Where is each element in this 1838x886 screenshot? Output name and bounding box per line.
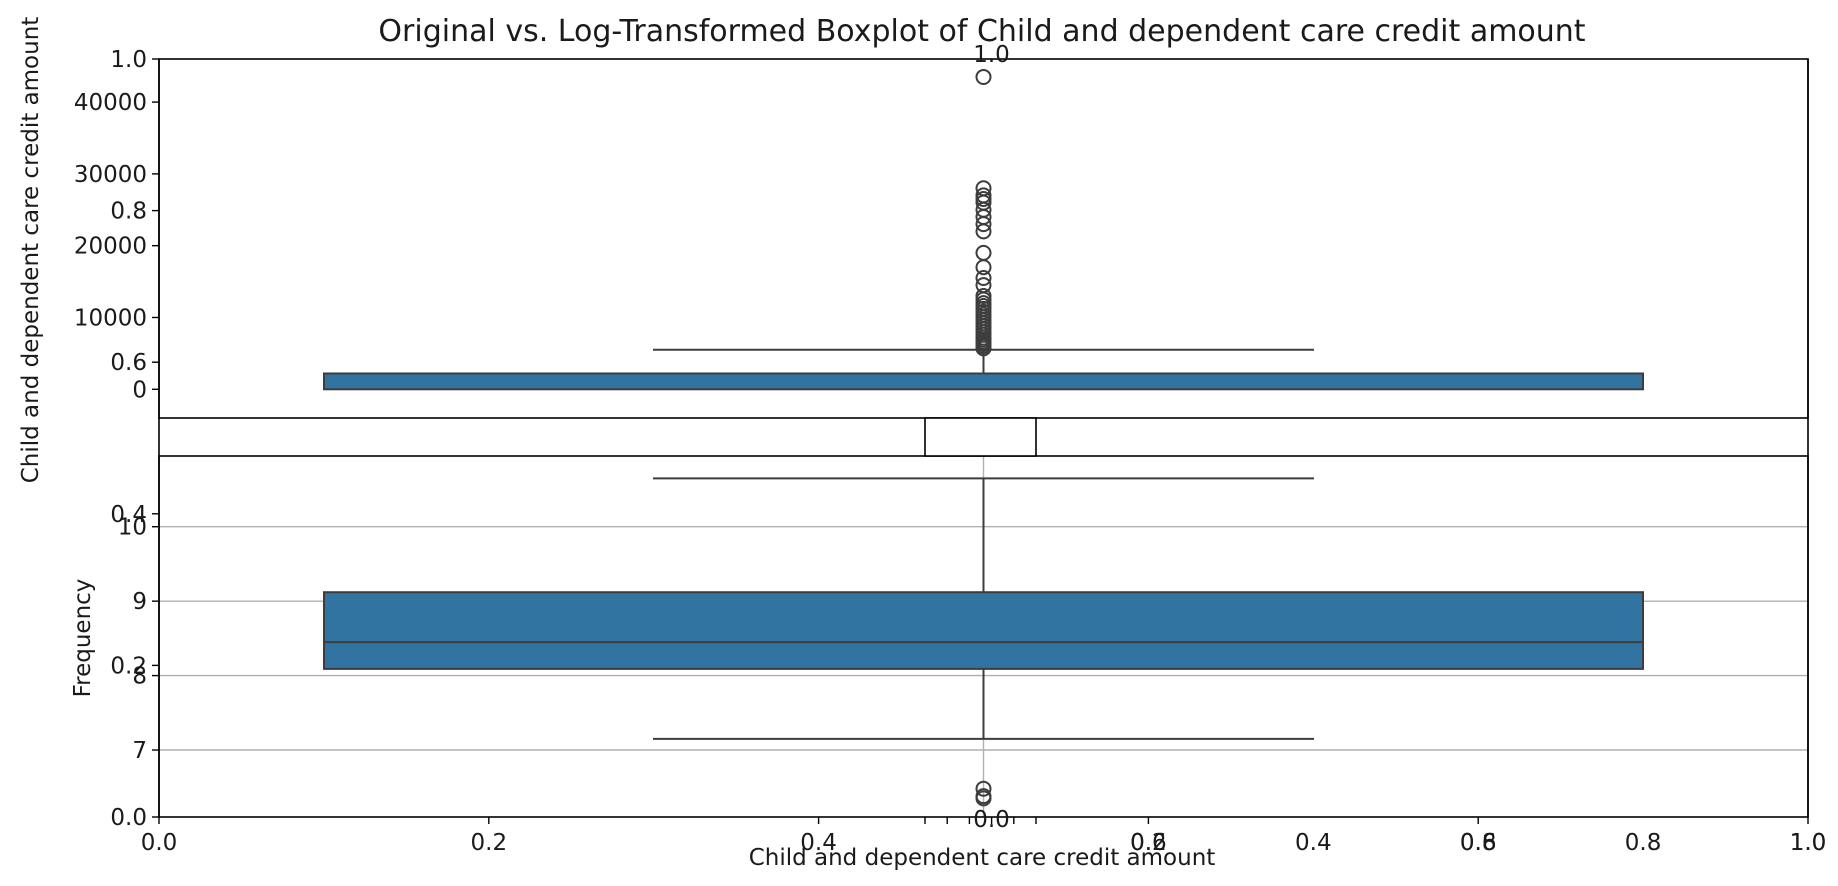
- original-y-tick-label: 10000: [74, 305, 147, 331]
- overlay-y-tick-label: 0.8: [110, 199, 147, 225]
- overlay-y-tick-label: 0.0: [110, 805, 147, 831]
- log-box: [323, 591, 1644, 670]
- original-outlier-point: [975, 259, 992, 276]
- original-outlier-point: [975, 187, 992, 204]
- overlay-x-tick-label: 0.4: [800, 830, 837, 856]
- inset-x-tick-label: 0.6: [1460, 830, 1497, 856]
- original-y-tick-label: 30000: [74, 162, 147, 188]
- overlay-x-tick-label: 1.0: [1790, 830, 1827, 856]
- log-outlier-point: [975, 788, 992, 805]
- log-y-tick-label: 7: [132, 738, 147, 764]
- overlay-x-tick-label: 0.6: [1130, 830, 1167, 856]
- original-y-tick-label: 0: [132, 377, 147, 403]
- overlay-y-axis-label: Frequency: [70, 579, 96, 698]
- inset-x-tick-label: 1.0: [1790, 830, 1827, 856]
- inset-axes-frame: [924, 417, 1037, 457]
- inset-x-tick-label: 0.4: [1295, 830, 1332, 856]
- original-y-tick-label: 40000: [74, 90, 147, 116]
- overlay-x-tick-label: 0.8: [1460, 830, 1497, 856]
- log-outlier-point: [975, 780, 992, 797]
- original-outlier-point: [975, 269, 992, 286]
- original-outlier-point: [975, 244, 992, 261]
- inset-x-tick-label: 0.2: [1130, 830, 1167, 856]
- original-outlier-point: [975, 180, 992, 197]
- original-outlier-point: [975, 68, 992, 85]
- log-y-tick-label: 10: [118, 515, 147, 541]
- original-box: [323, 372, 1644, 391]
- inset-x-tick-label: 0.8: [1625, 830, 1662, 856]
- inset-top-tick-label: 1.0: [973, 42, 1010, 68]
- x-axis-label: Child and dependent care credit amount: [749, 845, 1216, 871]
- original-y-tick-label: 20000: [74, 234, 147, 260]
- overlay-x-tick-label: 0.0: [141, 830, 178, 856]
- overlay-y-tick-label: 1.0: [110, 47, 147, 73]
- original-y-axis-label: Child and dependent care credit amount: [18, 17, 44, 484]
- overlay-y-tick-label: 0.4: [110, 502, 147, 528]
- chart-title: Original vs. Log-Transformed Boxplot of …: [378, 14, 1585, 49]
- overlay-y-tick-label: 0.6: [110, 350, 147, 376]
- log-y-tick-label: 8: [132, 664, 147, 690]
- inset-x-tick-label: 0.0: [973, 807, 1010, 833]
- original-outlier-point: [975, 287, 992, 304]
- log-y-tick-label: 9: [132, 589, 147, 615]
- original-outlier-point: [975, 277, 992, 294]
- overlay-x-tick-label: 0.2: [471, 830, 508, 856]
- overlay-y-tick-label: 0.2: [110, 653, 147, 679]
